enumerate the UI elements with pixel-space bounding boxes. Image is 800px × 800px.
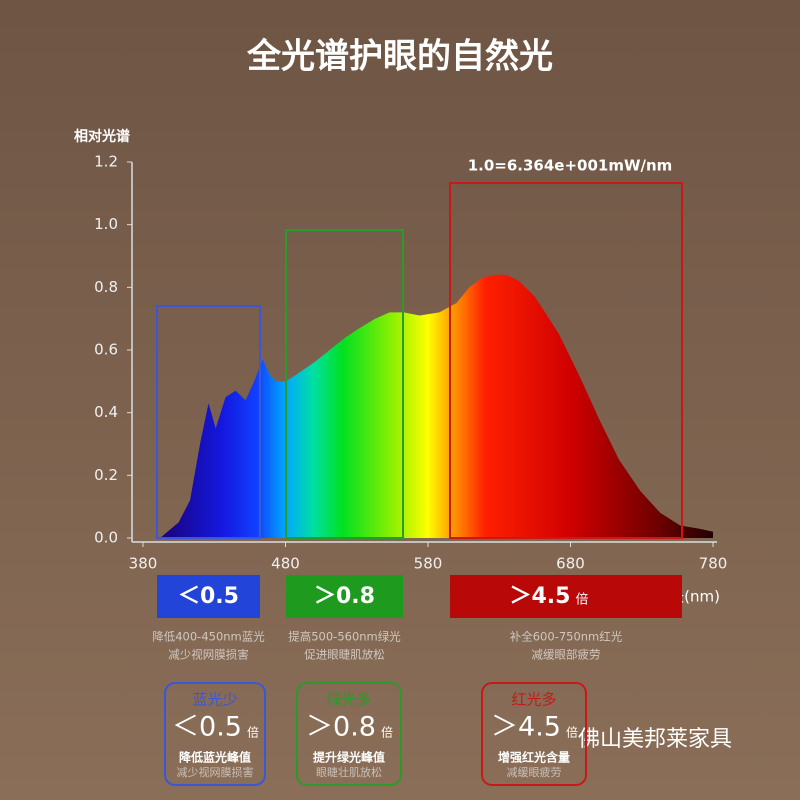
y-tick-label: 0.0 (94, 529, 118, 547)
band-box (285, 229, 404, 539)
annotation: 1.0=6.364e+001mW/nm (468, 157, 673, 175)
card-line2: 减少视网膜损害 (177, 765, 254, 779)
chart-title: 全光谱护眼的自然光 (246, 37, 553, 77)
x-tick-label: 480 (271, 555, 300, 573)
card-line1: 增强红光含量 (498, 750, 570, 765)
band-badge (286, 575, 403, 618)
band-note: 降低400-450nm蓝光 (152, 630, 265, 644)
card-line2: 减缓眼疲劳 (507, 765, 562, 779)
card-value: ＜0.5 (172, 712, 242, 743)
y-tick-label: 0.6 (94, 341, 118, 359)
card (481, 682, 587, 786)
band-value: ＜0.5 (178, 584, 239, 609)
card (296, 682, 402, 786)
card-unit: 倍 (566, 725, 578, 740)
band-value: ＞0.8 (314, 584, 375, 609)
watermark: 佛山美邦莱家具 (578, 727, 732, 752)
y-tick-label: 1.2 (94, 153, 118, 171)
x-tick-label: 580 (414, 555, 443, 573)
card (164, 682, 266, 786)
band-unit: 倍 (575, 593, 588, 608)
band-note: 减少视网膜损害 (168, 648, 249, 662)
card-tag: 蓝光少 (192, 691, 237, 709)
band-note: 减缓眼部疲劳 (532, 648, 601, 662)
spectrum-area (160, 274, 714, 538)
card-unit: 倍 (247, 725, 259, 740)
y-tick-label: 0.4 (94, 403, 118, 421)
card-line2: 眼睫壮肌放松 (316, 765, 382, 779)
band-note: 提高500-560nm绿光 (288, 630, 401, 644)
band-badge (157, 575, 260, 618)
band-box (156, 305, 261, 539)
card-tag: 绿光多 (326, 691, 371, 709)
band-value: ＞4.5 (510, 584, 571, 609)
card-value: ＞4.5 (491, 712, 561, 743)
card-line1: 提升绿光峰值 (313, 750, 385, 765)
band-note: 补全600-750nm红光 (510, 630, 623, 644)
y-axis-label: 相对光谱 (74, 128, 130, 145)
y-tick-label: 0.2 (94, 466, 118, 484)
card-value: ＞0.8 (306, 712, 376, 743)
x-tick-label: 780 (699, 555, 728, 573)
band-note: 促进眼睫肌放松 (304, 648, 385, 662)
band-box (449, 182, 683, 539)
x-tick-label: 380 (129, 555, 158, 573)
band-badge (450, 575, 682, 618)
card-line1: 降低蓝光峰值 (179, 750, 251, 765)
y-tick-label: 1.0 (94, 215, 118, 233)
y-tick-label: 0.8 (94, 278, 118, 296)
x-tick-label: 680 (556, 555, 585, 573)
card-unit: 倍 (381, 725, 393, 740)
card-tag: 红光多 (511, 691, 556, 709)
